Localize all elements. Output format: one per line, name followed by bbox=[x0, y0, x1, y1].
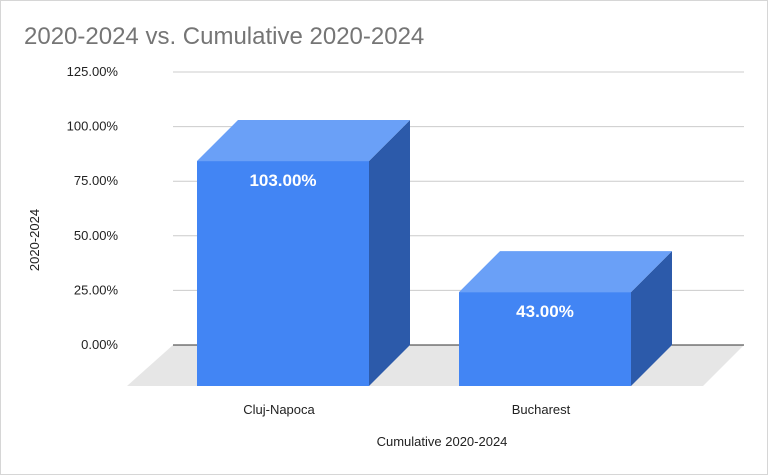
y-tick-label: 125.00% bbox=[67, 64, 119, 79]
bar bbox=[459, 292, 631, 386]
y-tick-label: 75.00% bbox=[74, 173, 119, 188]
x-axis-label: Cumulative 2020-2024 bbox=[377, 434, 508, 449]
x-tick-label: Cluj-Napoca bbox=[243, 402, 315, 417]
bar-side bbox=[369, 120, 410, 386]
y-tick-label: 50.00% bbox=[74, 228, 119, 243]
x-tick-label: Bucharest bbox=[512, 402, 571, 417]
bar bbox=[197, 161, 369, 386]
y-tick-label: 25.00% bbox=[74, 282, 119, 297]
data-label: 103.00% bbox=[249, 171, 316, 190]
bar-side bbox=[631, 251, 672, 386]
y-axis-label: 2020-2024 bbox=[27, 209, 42, 271]
bar-top bbox=[197, 120, 410, 162]
chart-title: 2020-2024 vs. Cumulative 2020-2024 bbox=[24, 23, 425, 50]
y-tick-label: 0.00% bbox=[81, 337, 118, 352]
y-tick-label: 100.00% bbox=[67, 119, 119, 134]
data-label: 43.00% bbox=[516, 302, 574, 321]
bar-top bbox=[459, 251, 672, 293]
